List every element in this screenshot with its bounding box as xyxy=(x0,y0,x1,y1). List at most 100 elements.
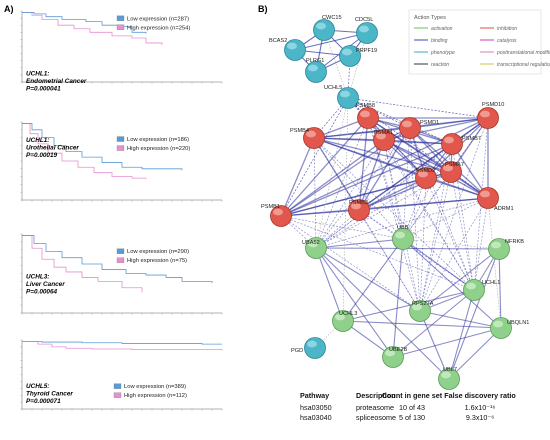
node-highlight xyxy=(306,130,316,138)
node-uchl1: UCHL1 xyxy=(463,279,500,301)
edge xyxy=(383,139,475,291)
edge xyxy=(392,289,475,358)
edge xyxy=(419,171,452,312)
edge xyxy=(280,143,453,217)
edge xyxy=(315,247,344,322)
edge xyxy=(487,197,502,329)
node-highlight xyxy=(351,202,361,210)
edge xyxy=(315,238,404,249)
legend-item: activation xyxy=(414,26,453,32)
node-psmb8: PSMB8 xyxy=(356,103,379,129)
edge xyxy=(419,117,489,312)
table-header: False discovery ratio xyxy=(444,391,516,400)
node-label: PSMB3 xyxy=(349,200,368,206)
edge xyxy=(392,238,404,358)
edge xyxy=(383,139,489,199)
node-highlight xyxy=(335,313,345,321)
node-label: PSMB7 xyxy=(462,136,481,142)
legend-swatch-low xyxy=(116,248,125,254)
node-cdc5l: CDC5L xyxy=(355,17,378,44)
legend-text: catalysis xyxy=(497,38,517,44)
node-circle xyxy=(392,228,414,250)
low-expression-curve xyxy=(22,340,222,345)
low-expression-curve xyxy=(22,123,183,171)
legend-text: transcriptional regulation xyxy=(497,62,550,68)
low-expression-curve xyxy=(22,12,147,34)
node-psmb1: PSMB1 xyxy=(261,204,292,227)
edge xyxy=(448,289,475,380)
legend-text: activation xyxy=(431,26,453,32)
node-circle xyxy=(356,22,378,44)
node-label: PSMA7 xyxy=(445,162,464,168)
node-label: UBB xyxy=(397,225,409,231)
edge xyxy=(358,139,385,211)
edge xyxy=(402,143,453,240)
legend-item: posttranslational modification xyxy=(480,50,550,56)
km-plots: Low expression (n=287) High expression (n… xyxy=(20,10,223,411)
node-highlight xyxy=(308,240,318,248)
edge xyxy=(383,139,453,145)
table-header: Description xyxy=(356,391,396,400)
legend-swatch-low xyxy=(116,15,125,21)
node-psmb4: PSMB4 xyxy=(290,127,325,149)
node-label: RPS27A xyxy=(412,301,434,307)
edge xyxy=(315,139,385,249)
edge xyxy=(315,197,489,249)
node-label: PSMB1 xyxy=(261,204,280,210)
legend-label-low: Low expression (n=186) xyxy=(127,137,189,143)
high-expression-curve xyxy=(22,12,163,46)
edge xyxy=(392,327,502,358)
node-psma1: PSMA1 xyxy=(373,129,395,151)
edge xyxy=(409,127,421,312)
node-label: CWC15 xyxy=(322,15,342,21)
edge xyxy=(402,127,411,240)
node-psmb7: PSMB7 xyxy=(441,133,481,155)
node-label: UCHL3 xyxy=(339,311,357,317)
legend-label-high: High expression (n=254) xyxy=(127,25,190,31)
edge xyxy=(419,310,502,329)
edge xyxy=(358,177,427,211)
legend-item: inhibition xyxy=(480,26,517,32)
edge xyxy=(498,248,502,329)
edge xyxy=(448,327,502,380)
table-cell: hsa03040 xyxy=(300,413,332,422)
edge xyxy=(280,177,427,217)
legend-item: transcriptional regulation xyxy=(480,62,550,68)
p-value: P=0.00019 xyxy=(26,152,58,159)
edge xyxy=(419,310,450,380)
node-highlight xyxy=(444,136,454,144)
node-cwc15: CWC15 xyxy=(313,15,342,41)
edge xyxy=(358,197,489,211)
node-circle xyxy=(399,117,421,139)
edge xyxy=(315,247,394,358)
legend-swatch-high xyxy=(116,257,125,263)
edge xyxy=(347,97,411,129)
node-psmd10: PSMD10 xyxy=(477,102,504,129)
node-label: PSMB4 xyxy=(290,128,309,134)
edge xyxy=(315,127,411,249)
node-label: PSMB8 xyxy=(356,103,375,109)
legend-item: reaction xyxy=(414,62,449,68)
km-plot-4: Low expression (n=389) High expression (n… xyxy=(20,339,223,411)
node-label: PLRG1 xyxy=(306,58,324,64)
node-psmb3: PSMB3 xyxy=(348,199,370,221)
legend-label-low: Low expression (n=389) xyxy=(124,384,186,390)
edge xyxy=(347,97,453,145)
table-cell: spliceosome xyxy=(356,413,396,422)
node-highlight xyxy=(443,164,453,172)
edge xyxy=(315,117,369,249)
edge xyxy=(342,289,475,322)
node-highlight xyxy=(307,340,317,348)
node-highlight xyxy=(376,132,386,140)
panel-b-label: B) xyxy=(258,4,268,14)
legend-swatch-low xyxy=(116,136,125,142)
table-cell: 10 of 43 xyxy=(399,403,425,412)
node-highlight xyxy=(480,110,490,118)
gene-label: UCHL1: xyxy=(26,70,49,77)
node-plrg1: PLRG1 xyxy=(305,58,327,83)
edge xyxy=(383,139,452,173)
edge xyxy=(425,177,475,291)
legend-text: binding xyxy=(431,38,448,44)
edge xyxy=(347,32,368,99)
